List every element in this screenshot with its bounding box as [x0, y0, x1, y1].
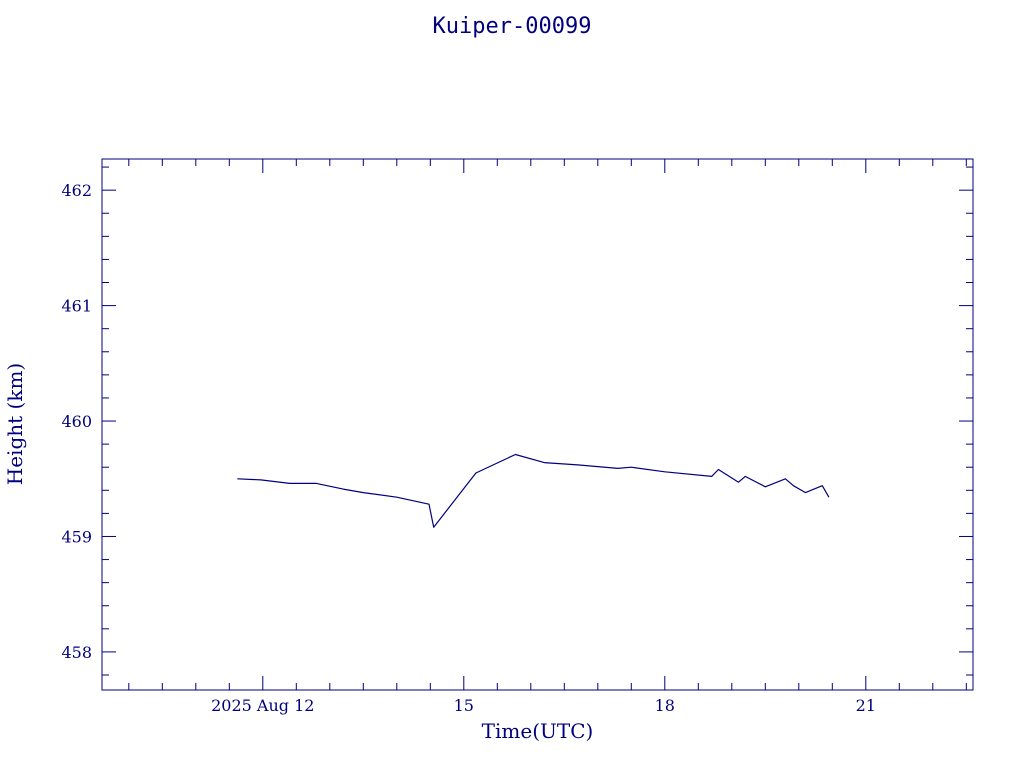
- x-tick-label: 18: [655, 696, 675, 715]
- y-axis-label: Height (km): [3, 362, 27, 486]
- axis-ticks: [102, 159, 973, 690]
- series-line: [237, 453, 830, 528]
- x-tick-label: 15: [454, 696, 474, 715]
- series-group: [237, 453, 830, 528]
- y-tick-label: 459: [61, 527, 92, 546]
- y-tick-label: 458: [61, 643, 92, 662]
- chart-title: Kuiper-00099: [432, 14, 592, 39]
- y-tick-label: 462: [61, 181, 92, 200]
- x-tick-label: 21: [856, 696, 876, 715]
- x-tick-labels: 2025 Aug 12 15 18 21: [211, 696, 876, 715]
- y-tick-labels: 458 459 460 461 462: [61, 181, 92, 662]
- x-tick-label: 2025 Aug 12: [211, 696, 314, 715]
- y-tick-label: 461: [61, 297, 92, 316]
- plot-frame: [101, 158, 974, 691]
- x-axis-label: Time(UTC): [481, 719, 594, 743]
- y-tick-label: 460: [61, 412, 92, 431]
